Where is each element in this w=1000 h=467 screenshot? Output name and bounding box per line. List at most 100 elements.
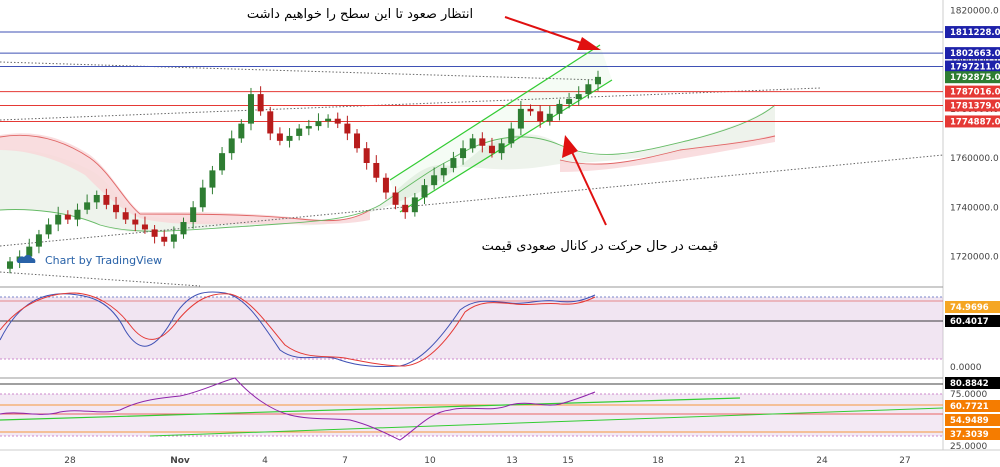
candle-29 (286, 128, 293, 148)
candle-60 (585, 79, 592, 99)
price-tick-5: 1720000.0 (950, 252, 999, 262)
dotted-trendline-top (0, 61, 601, 81)
candle-16 (161, 230, 168, 247)
dotted-trendline-lower (0, 154, 944, 247)
time-tick-10: 27 (899, 456, 910, 466)
time-tick-2: 4 (262, 456, 268, 466)
candle-53 (517, 100, 524, 136)
rsi-tick-1: 75.0000 (950, 390, 987, 400)
time-tick-3: 7 (342, 456, 348, 466)
candle-3 (35, 229, 42, 254)
candle-20 (199, 179, 206, 212)
price-tick-3: 1760000.0 (950, 154, 999, 164)
candle-41 (402, 196, 409, 219)
svg-text:1781379.0: 1781379.0 (950, 101, 1000, 111)
candle-33 (325, 114, 332, 128)
candlestick-series (7, 70, 601, 274)
svg-text:54.9489: 54.9489 (950, 416, 989, 426)
candle-36 (354, 129, 361, 153)
candle-51 (498, 138, 505, 160)
tradingview-watermark: Chart by TradingView (17, 254, 162, 267)
candle-10 (103, 188, 110, 210)
price-label-4: 1787016.0 (945, 85, 1000, 98)
svg-text:1787016.0: 1787016.0 (950, 88, 1000, 98)
candle-6 (64, 210, 71, 225)
annotation-text-top: انتظار صعود تا این سطح را خواهیم داشت (247, 7, 473, 22)
svg-text:80.8842: 80.8842 (950, 379, 989, 389)
candle-52 (508, 122, 515, 148)
time-tick-6: 15 (562, 456, 573, 466)
stochastic-pane (0, 291, 943, 367)
candle-22 (219, 147, 226, 175)
candle-25 (247, 87, 254, 131)
svg-text:60.7721: 60.7721 (950, 402, 989, 412)
candle-57 (556, 99, 563, 121)
rsi-label-0: 80.8842 (945, 377, 1000, 389)
candle-24 (238, 119, 245, 143)
rsi-label-3: 37.3039 (945, 428, 1000, 440)
candle-43 (421, 178, 428, 205)
candle-35 (344, 115, 351, 141)
time-tick-9: 24 (816, 456, 828, 466)
time-tick-4: 10 (424, 456, 436, 466)
svg-text:1774887.0: 1774887.0 (950, 117, 1000, 127)
candle-18 (180, 217, 187, 239)
time-tick-5: 13 (506, 456, 517, 466)
svg-text:60.4017: 60.4017 (950, 317, 989, 327)
rsi-label-2: 54.9489 (945, 414, 1000, 426)
candle-9 (93, 190, 100, 209)
candle-19 (190, 201, 197, 229)
price-label-6: 1774887.0 (945, 115, 1000, 128)
annotation-arrow-bottom (562, 135, 607, 226)
rsi-tick-0: 25.0000 (950, 442, 987, 452)
candle-49 (479, 132, 486, 153)
rsi-label-1: 60.7721 (945, 400, 1000, 412)
candle-39 (382, 173, 389, 200)
candle-26 (257, 86, 264, 116)
candle-30 (296, 124, 303, 141)
candle-21 (209, 165, 216, 195)
stoch-label-0: 74.9696 (945, 301, 1000, 313)
price-tick-4: 1740000.0 (950, 203, 999, 213)
candle-8 (84, 194, 91, 215)
candle-28 (276, 127, 283, 146)
candle-17 (170, 226, 177, 249)
candle-48 (469, 133, 476, 153)
svg-text:1802663.0: 1802663.0 (950, 49, 1000, 59)
candle-15 (151, 224, 158, 244)
candle-50 (488, 137, 495, 158)
candle-45 (440, 163, 447, 182)
candle-59 (575, 86, 582, 106)
candle-5 (55, 206, 62, 232)
price-tick-0: 1820000.0 (950, 6, 999, 16)
candle-61 (595, 70, 601, 91)
ichimoku-cloud (0, 104, 776, 233)
price-label-2: 1797211.0 (945, 60, 1000, 73)
price-axis: 1820000.01800000.01780000.01760000.01740… (950, 6, 999, 262)
price-label-3: 1792875.0 (945, 71, 1000, 84)
time-axis: 28 Nov 4 7 10 13 15 18 21 24 27 (64, 456, 910, 466)
candle-38 (373, 155, 380, 183)
svg-text:37.3039: 37.3039 (950, 430, 989, 440)
price-label-5: 1781379.0 (945, 99, 1000, 112)
annotation-text-bottom: قیمت در حال حرکت در کانال صعودی قیمت (482, 239, 719, 254)
candle-58 (566, 92, 573, 109)
candle-46 (450, 151, 457, 173)
price-label-1: 1802663.0 (945, 47, 1000, 60)
candle-13 (132, 213, 139, 232)
time-tick-1: Nov (170, 456, 190, 466)
candle-0 (7, 256, 13, 274)
svg-text:74.9696: 74.9696 (950, 303, 989, 313)
candle-44 (431, 167, 438, 190)
candle-34 (334, 112, 341, 129)
price-levels (0, 31, 943, 122)
time-tick-0: 28 (64, 456, 76, 466)
candle-54 (527, 104, 534, 116)
rsi-pane (0, 377, 944, 441)
stochastic-axis: 0.0000 74.9696 60.4017 (945, 301, 1000, 373)
candle-40 (392, 186, 399, 210)
candle-23 (228, 130, 235, 160)
